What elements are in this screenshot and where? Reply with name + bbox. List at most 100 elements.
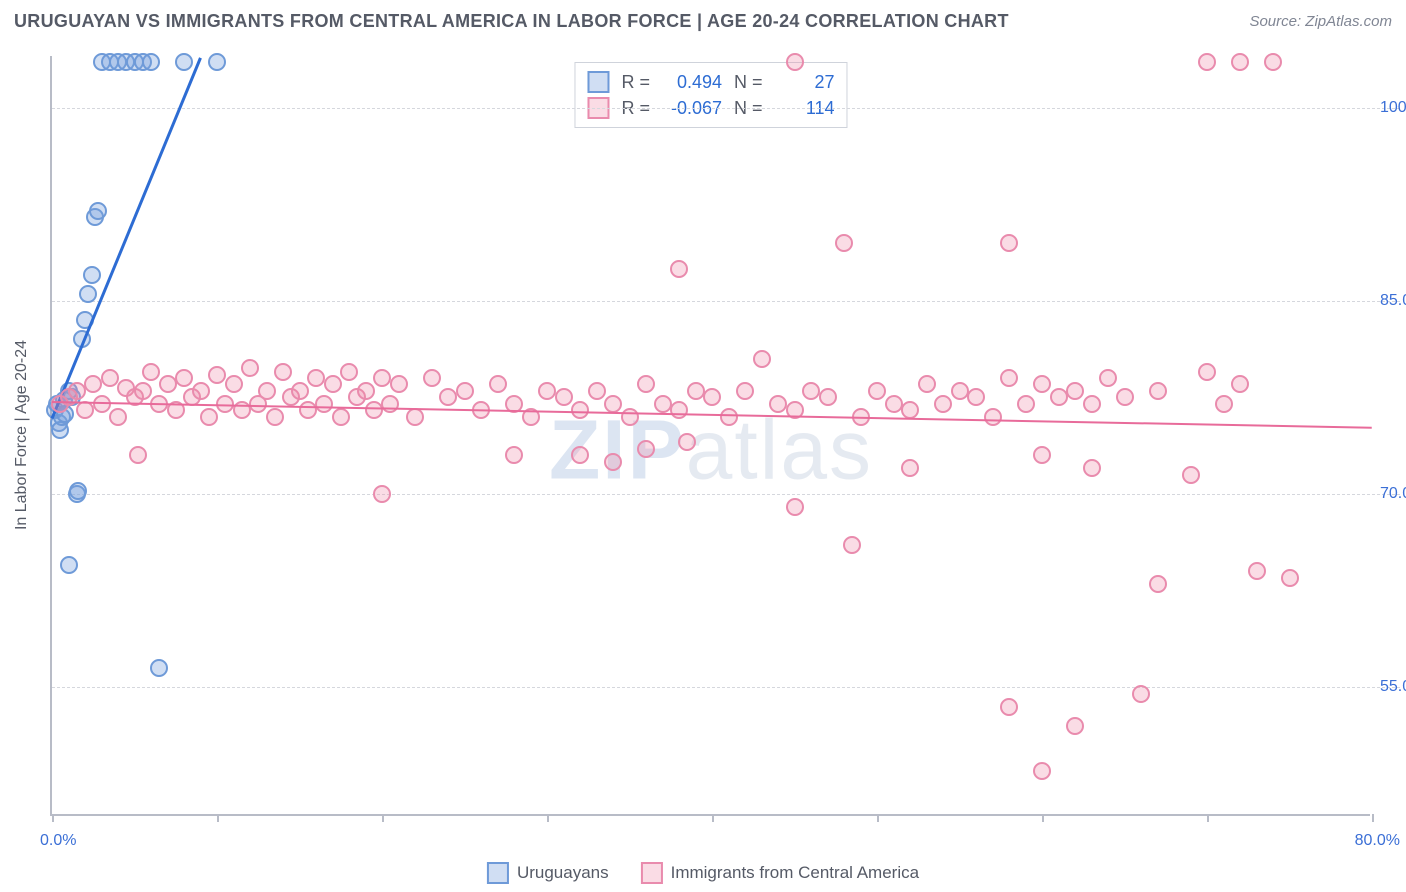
data-point xyxy=(819,388,837,406)
data-point xyxy=(1215,395,1233,413)
x-tick xyxy=(547,814,549,822)
source-label: Source: ZipAtlas.com xyxy=(1249,13,1392,30)
title-bar: URUGUAYAN VS IMMIGRANTS FROM CENTRAL AME… xyxy=(0,0,1406,42)
legend-label: Immigrants from Central America xyxy=(671,863,919,883)
data-point xyxy=(670,260,688,278)
data-point xyxy=(604,395,622,413)
y-tick-label: 70.0% xyxy=(1380,485,1406,503)
data-point xyxy=(315,395,333,413)
data-point xyxy=(1050,388,1068,406)
x-tick xyxy=(1372,814,1374,822)
data-point xyxy=(868,382,886,400)
data-point xyxy=(1231,53,1249,71)
data-point xyxy=(786,53,804,71)
data-point xyxy=(1000,234,1018,252)
gridline xyxy=(52,687,1400,688)
data-point xyxy=(843,536,861,554)
data-point xyxy=(1264,53,1282,71)
legend-label: Uruguayans xyxy=(517,863,609,883)
x-tick-label: 80.0% xyxy=(1355,832,1400,850)
data-point xyxy=(984,408,1002,426)
data-point xyxy=(1017,395,1035,413)
x-tick xyxy=(1042,814,1044,822)
data-point xyxy=(373,369,391,387)
data-point xyxy=(76,401,94,419)
data-point xyxy=(266,408,284,426)
data-point xyxy=(340,363,358,381)
x-tick-label: 0.0% xyxy=(40,832,76,850)
data-point xyxy=(291,382,309,400)
data-point xyxy=(1066,382,1084,400)
gridline xyxy=(52,301,1400,302)
data-point xyxy=(1149,382,1167,400)
data-point xyxy=(967,388,985,406)
data-point xyxy=(1248,562,1266,580)
data-point xyxy=(588,382,606,400)
x-tick xyxy=(217,814,219,822)
data-point xyxy=(241,359,259,377)
data-point xyxy=(505,446,523,464)
y-axis-label: In Labor Force | Age 20-24 xyxy=(13,340,31,530)
data-point xyxy=(258,382,276,400)
data-point xyxy=(1231,375,1249,393)
data-point xyxy=(225,375,243,393)
swatch-icon xyxy=(641,862,663,884)
legend-item-uruguayans: Uruguayans xyxy=(487,862,609,884)
data-point xyxy=(769,395,787,413)
data-point xyxy=(918,375,936,393)
data-point xyxy=(150,659,168,677)
data-point xyxy=(538,382,556,400)
data-point xyxy=(901,401,919,419)
data-point xyxy=(142,53,160,71)
data-point xyxy=(324,375,342,393)
data-point xyxy=(83,266,101,284)
data-point xyxy=(208,366,226,384)
data-point xyxy=(299,401,317,419)
data-point xyxy=(1099,369,1117,387)
data-point xyxy=(654,395,672,413)
data-point xyxy=(555,388,573,406)
data-point xyxy=(109,408,127,426)
data-point xyxy=(901,459,919,477)
data-point xyxy=(720,408,738,426)
data-point xyxy=(1033,375,1051,393)
data-point xyxy=(1033,762,1051,780)
data-point xyxy=(381,395,399,413)
data-point xyxy=(134,382,152,400)
swatch-icon xyxy=(587,71,609,93)
data-point xyxy=(835,234,853,252)
data-point xyxy=(84,375,102,393)
data-point xyxy=(365,401,383,419)
data-point xyxy=(332,408,350,426)
data-point xyxy=(670,401,688,419)
gridline xyxy=(52,108,1400,109)
data-point xyxy=(1083,459,1101,477)
data-point xyxy=(885,395,903,413)
data-point xyxy=(373,485,391,503)
stat-value-n: 27 xyxy=(775,72,835,93)
data-point xyxy=(1083,395,1101,413)
x-tick xyxy=(1207,814,1209,822)
data-point xyxy=(1281,569,1299,587)
chart-plot-area: In Labor Force | Age 20-24 ZIPatlas R = … xyxy=(50,56,1370,816)
data-point xyxy=(60,556,78,574)
data-point xyxy=(175,53,193,71)
data-point xyxy=(1033,446,1051,464)
data-point xyxy=(101,369,119,387)
data-point xyxy=(571,446,589,464)
data-point xyxy=(175,369,193,387)
data-point xyxy=(439,388,457,406)
data-point xyxy=(637,375,655,393)
x-tick xyxy=(382,814,384,822)
gridline xyxy=(52,494,1400,495)
data-point xyxy=(604,453,622,471)
data-point xyxy=(1116,388,1134,406)
data-point xyxy=(802,382,820,400)
data-point xyxy=(390,375,408,393)
data-point xyxy=(951,382,969,400)
correlation-stats-box: R = 0.494 N = 27 R = -0.067 N = 114 xyxy=(574,62,847,128)
data-point xyxy=(637,440,655,458)
data-point xyxy=(192,382,210,400)
watermark-bold: ZIP xyxy=(549,403,686,497)
swatch-icon xyxy=(487,862,509,884)
